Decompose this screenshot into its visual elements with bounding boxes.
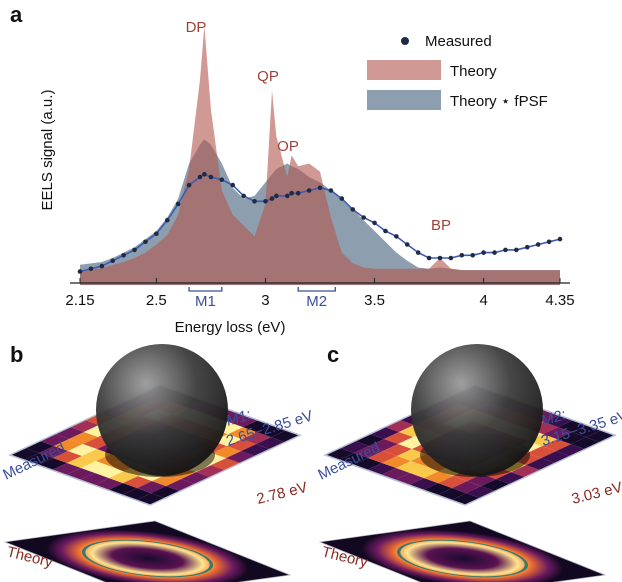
legend-swatch xyxy=(367,60,441,80)
peak-label: QP xyxy=(257,68,279,85)
data-point xyxy=(198,175,203,180)
legend: Measured Theory Theory ⋆ fPSF xyxy=(367,33,548,110)
data-point xyxy=(274,194,279,199)
legend-label: Measured xyxy=(425,33,492,50)
data-point xyxy=(416,250,421,255)
theory-map xyxy=(5,521,290,582)
data-point xyxy=(285,194,290,199)
data-point xyxy=(449,256,454,261)
data-point xyxy=(241,194,246,199)
page: {"chart_data": {"type": "area", "panel_l… xyxy=(0,0,622,582)
panel: bMeasuredTheoryM1:2.65−2.85 eV2.78 eV xyxy=(0,342,315,582)
x-tick-label: 4.35 xyxy=(545,292,574,309)
data-point xyxy=(492,250,497,255)
data-point xyxy=(525,245,530,250)
mode-bracket xyxy=(189,287,222,291)
data-point xyxy=(296,191,301,196)
data-point xyxy=(289,191,294,196)
figure: a Energy loss (eV) EELS signal (a.u.) DP… xyxy=(0,0,622,582)
legend-marker xyxy=(401,37,409,45)
x-tick-label: 3 xyxy=(261,292,269,309)
x-axis-label: Energy loss (eV) xyxy=(175,319,286,336)
data-point xyxy=(132,248,137,253)
mode-label: M1 xyxy=(195,293,216,310)
data-point xyxy=(470,253,475,258)
legend-label: Theory xyxy=(450,63,497,80)
peak-label: OP xyxy=(277,138,299,155)
mode-label: M2 xyxy=(306,293,327,310)
data-point xyxy=(383,229,388,234)
energy-label: 2.78 eV xyxy=(255,479,309,508)
legend-label: Theory ⋆ fPSF xyxy=(450,93,548,110)
map xyxy=(5,521,290,582)
data-point xyxy=(318,186,323,191)
data-point xyxy=(110,258,115,263)
energy-label: 3.03 eV xyxy=(570,479,622,508)
data-point xyxy=(405,242,410,247)
data-point xyxy=(252,199,257,204)
panel-label: a xyxy=(10,2,23,27)
data-point xyxy=(558,237,563,242)
data-point xyxy=(547,240,552,245)
data-point xyxy=(176,202,181,207)
data-point xyxy=(230,183,235,188)
data-point xyxy=(165,218,170,223)
data-point xyxy=(187,183,192,188)
panel-label: b xyxy=(10,342,23,367)
data-point xyxy=(121,253,126,258)
peak-label: BP xyxy=(431,217,451,234)
data-point xyxy=(307,188,312,193)
map xyxy=(320,521,605,582)
mode-bracket xyxy=(298,287,335,291)
data-point xyxy=(514,248,519,253)
data-point xyxy=(329,188,334,193)
data-point xyxy=(340,196,345,201)
data-point xyxy=(427,256,432,261)
peak-label: DP xyxy=(186,19,207,36)
data-point xyxy=(438,256,443,261)
data-point xyxy=(460,253,465,258)
data-point xyxy=(143,240,148,245)
data-point xyxy=(154,231,159,236)
data-point xyxy=(202,172,207,177)
data-point xyxy=(270,196,275,201)
theory-map xyxy=(320,521,605,582)
panel: cMeasuredTheoryM2:3.15−3.35 eV3.03 eV xyxy=(315,342,622,582)
sphere xyxy=(96,344,228,476)
data-point xyxy=(361,215,366,220)
panel-label: c xyxy=(327,342,339,367)
y-axis-label: EELS signal (a.u.) xyxy=(39,90,56,211)
data-point xyxy=(209,175,214,180)
sphere xyxy=(411,344,543,476)
legend-swatch xyxy=(367,90,441,110)
data-point xyxy=(89,267,94,272)
data-point xyxy=(372,221,377,226)
data-point xyxy=(263,199,268,204)
data-point xyxy=(536,242,541,247)
data-point xyxy=(481,250,486,255)
data-point xyxy=(220,177,225,182)
data-point xyxy=(503,248,508,253)
data-point xyxy=(394,234,399,239)
data-point xyxy=(100,264,105,269)
x-tick-label: 3.5 xyxy=(364,292,385,309)
x-tick-label: 2.5 xyxy=(146,292,167,309)
x-tick-label: 4 xyxy=(479,292,487,309)
data-point xyxy=(350,207,355,212)
x-tick-label: 2.15 xyxy=(65,292,94,309)
data-point xyxy=(78,269,83,274)
